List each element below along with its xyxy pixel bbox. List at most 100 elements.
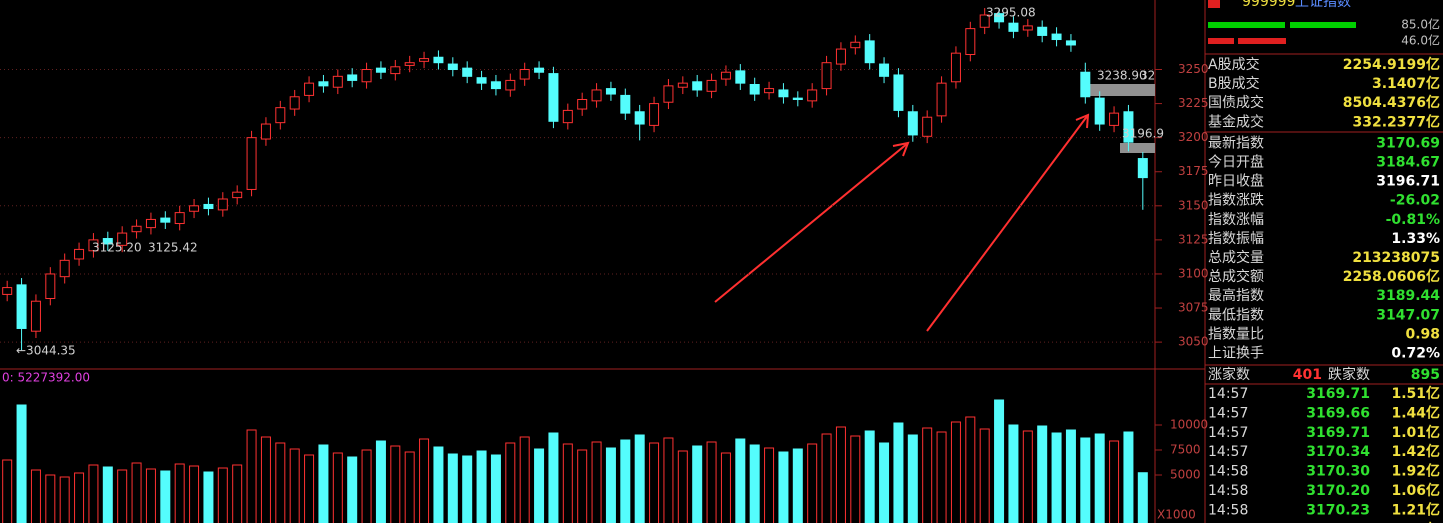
trade-time: 14:57 — [1208, 386, 1248, 402]
candle-body — [404, 62, 415, 66]
index-name: 上证指数 — [1295, 0, 1351, 10]
candle-body — [1022, 25, 1033, 31]
breadth-label: 跌家数 — [1328, 366, 1370, 383]
candle-body — [879, 63, 890, 77]
candle-body — [462, 67, 473, 77]
strength-bar — [1238, 38, 1286, 44]
candle-body — [390, 66, 401, 75]
candle-body — [620, 94, 631, 114]
price-annotation: ←3044.35 — [16, 344, 76, 358]
volume-bar — [490, 454, 501, 523]
candle-body — [692, 81, 703, 91]
breadth-down: 895 — [1411, 367, 1440, 383]
volume-bar — [1065, 429, 1076, 523]
quote-label: 指数涨幅 — [1208, 212, 1264, 228]
quote-value: 3.1407亿 — [1372, 75, 1440, 92]
y-tick-label: 3175 — [1178, 164, 1209, 178]
trade-amount: 1.44亿 — [1391, 404, 1440, 421]
volume-bar — [189, 465, 200, 523]
trade-amount: 1.01亿 — [1391, 424, 1440, 441]
candle-body — [1080, 71, 1091, 98]
candle-body — [217, 198, 228, 211]
volume-bar — [1080, 437, 1091, 523]
trade-amount: 2.02亿 — [1391, 521, 1440, 523]
volume-bar — [289, 448, 300, 523]
volume-bar — [275, 442, 286, 523]
trade-price: 3170.23 — [1306, 502, 1370, 518]
candle-body — [490, 81, 501, 90]
strength-value: 46.0亿 — [1401, 33, 1440, 48]
volume-bar — [605, 447, 616, 523]
candle-body — [950, 52, 961, 83]
volume-bar — [850, 435, 861, 523]
candle-body — [88, 239, 99, 252]
candle-body — [318, 81, 329, 87]
trade-time: 14:58 — [1208, 464, 1248, 480]
quote-value: 3196.71 — [1376, 174, 1440, 190]
volume-bar — [117, 469, 128, 523]
annotation-arrow — [892, 141, 910, 157]
quote-value: 3147.07 — [1376, 307, 1440, 323]
price-annotation: 32 — [1140, 69, 1155, 83]
candle-body — [663, 85, 674, 103]
candle-body — [347, 74, 358, 81]
price-annotation: 3238.90 — [1097, 69, 1147, 83]
candle-body — [519, 69, 530, 80]
y-tick-label: 7500 — [1170, 443, 1201, 457]
candle-body — [764, 88, 775, 94]
quote-value: 332.2377亿 — [1352, 113, 1440, 130]
volume-bar — [304, 454, 315, 523]
volume-bar — [994, 399, 1005, 523]
volume-bar — [749, 444, 760, 523]
volume-bar — [1123, 431, 1134, 523]
quote-label: B股成交 — [1208, 75, 1260, 92]
price-marker — [1120, 143, 1155, 153]
y-tick-label: 3075 — [1178, 301, 1209, 315]
candle-body — [994, 13, 1005, 23]
quote-value: -26.02 — [1390, 193, 1440, 209]
candle-body — [649, 103, 660, 126]
quote-value: -0.81% — [1386, 212, 1440, 228]
volume-bar — [404, 451, 415, 523]
y-tick-label: 3125 — [1178, 232, 1209, 246]
candle-body — [1008, 22, 1019, 32]
volume-bar — [950, 421, 961, 523]
volume-bar — [160, 470, 171, 523]
quote-value: 3170.69 — [1376, 135, 1440, 151]
candle-body — [835, 48, 846, 65]
quote-value: 0.72% — [1391, 346, 1440, 362]
trade-amount: 1.51亿 — [1391, 385, 1440, 402]
candle-body — [30, 300, 41, 332]
volume-bar — [634, 434, 645, 523]
strength-bar — [1208, 38, 1234, 44]
volume-bar — [591, 441, 602, 523]
quote-label: 最高指数 — [1208, 287, 1264, 304]
quote-value: 2258.0606亿 — [1343, 268, 1440, 285]
y-tick-label: 3150 — [1178, 198, 1209, 212]
volume-bar — [361, 449, 372, 523]
volume-bar — [2, 459, 13, 523]
volume-bar — [246, 429, 257, 523]
y-tick-label: 5000 — [1170, 468, 1201, 482]
candle-body — [203, 203, 214, 210]
volume-bar — [922, 427, 933, 523]
volume-bar — [764, 447, 775, 523]
candle-body — [447, 63, 458, 71]
quote-label: 上证换手 — [1208, 345, 1264, 362]
candle-body — [433, 56, 444, 64]
candle-body — [131, 225, 142, 233]
candle-body — [145, 218, 156, 229]
candle-body — [534, 67, 545, 73]
candle-body — [232, 191, 243, 199]
quote-value: 213238075 — [1352, 250, 1440, 266]
volume-bar — [936, 431, 947, 523]
quote-label: 今日开盘 — [1208, 154, 1264, 171]
quote-value: 3189.44 — [1376, 288, 1440, 304]
trade-amount: 1.06亿 — [1391, 482, 1440, 499]
quote-label: 指数涨跌 — [1208, 193, 1264, 209]
volume-bar — [1051, 432, 1062, 523]
volume-bar — [232, 464, 243, 523]
quote-label: A股成交 — [1208, 56, 1260, 73]
candle-body — [1065, 40, 1076, 46]
volume-bar — [864, 430, 875, 523]
